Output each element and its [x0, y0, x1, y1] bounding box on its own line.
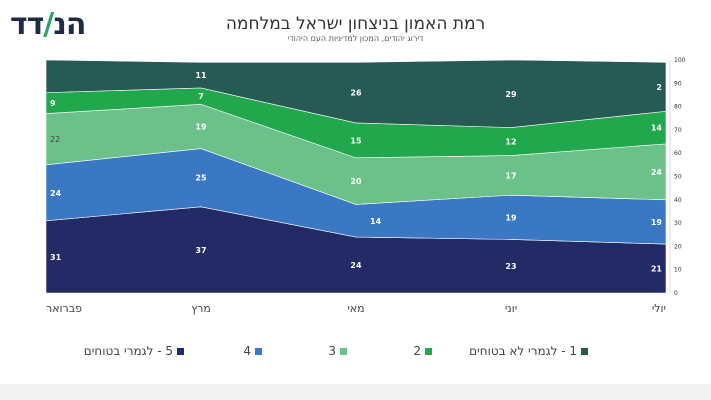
area-series-4 — [45, 59, 667, 128]
legend-item-4: 1 - לגמרי לא בטוחים — [469, 344, 588, 358]
legend-swatch — [340, 347, 347, 355]
x-tick-label: מרץ — [191, 302, 211, 315]
y-tick-label: 20 — [674, 243, 682, 250]
legend-item-1: 4 — [243, 344, 262, 358]
data-label: 26 — [350, 89, 362, 98]
x-tick-label: יוני — [505, 302, 517, 315]
data-label: 17 — [505, 171, 516, 180]
bottom-band — [0, 384, 711, 400]
legend: 5 - לגמרי בטוחים 4 3 2 1 - לגמרי לא בטוחים — [0, 344, 711, 364]
legend-label: 3 — [328, 344, 336, 358]
data-label: 22 — [50, 135, 60, 144]
data-label: 31 — [50, 253, 62, 262]
data-label: 11 — [195, 71, 207, 80]
legend-swatch — [425, 347, 432, 355]
y-tick-label: 40 — [674, 197, 682, 204]
data-label: 25 — [195, 174, 207, 183]
legend-label: 1 - לגמרי לא בטוחים — [469, 344, 577, 358]
data-label: 24 — [50, 189, 62, 198]
data-label: 24 — [651, 168, 663, 177]
legend-swatch — [581, 347, 588, 355]
data-label: 2 — [656, 83, 662, 92]
data-label: 19 — [195, 122, 207, 131]
legend-item-2: 3 — [328, 344, 347, 358]
data-label: 29 — [505, 90, 517, 99]
y-tick-label: 0 — [674, 290, 678, 297]
legend-item-3: 2 — [413, 344, 432, 358]
y-tick-label: 90 — [674, 80, 682, 87]
legend-swatch — [177, 347, 184, 355]
data-label: 24 — [350, 261, 362, 270]
data-label: 19 — [505, 213, 517, 222]
legend-item-0: 5 - לגמרי בטוחים — [84, 344, 184, 358]
legend-label: 4 — [243, 344, 251, 358]
data-label: 9 — [50, 99, 56, 108]
y-tick-label: 70 — [674, 127, 682, 134]
x-tick-label: יולי — [652, 302, 666, 315]
data-label: 19 — [651, 218, 663, 227]
y-tick-label: 10 — [674, 267, 682, 274]
data-label: 14 — [370, 217, 382, 226]
data-label: 23 — [505, 262, 516, 271]
chart-subtitle: דירוג יהודים, המכון למדיניות העם היהודי — [287, 34, 424, 43]
data-label: 15 — [350, 136, 362, 145]
y-tick-label: 100 — [674, 57, 686, 64]
legend-label: 5 - לגמרי בטוחים — [83, 344, 173, 358]
legend-label: 2 — [413, 344, 421, 358]
data-label: 37 — [195, 246, 206, 255]
x-tick-label: פברואר — [46, 302, 82, 315]
data-label: 21 — [651, 265, 663, 274]
x-tick-label: מאי — [347, 302, 364, 315]
data-label: 7 — [198, 92, 204, 101]
chart-title: רמת האמון בניצחון ישראל במלחמה — [225, 14, 486, 34]
data-label: 14 — [651, 124, 663, 133]
y-tick-label: 80 — [674, 104, 682, 111]
data-label: 12 — [505, 138, 516, 147]
y-tick-label: 60 — [674, 150, 682, 157]
y-tick-label: 30 — [674, 220, 682, 227]
y-tick-label: 50 — [674, 174, 682, 181]
data-label: 20 — [350, 177, 362, 186]
legend-swatch — [255, 347, 262, 355]
